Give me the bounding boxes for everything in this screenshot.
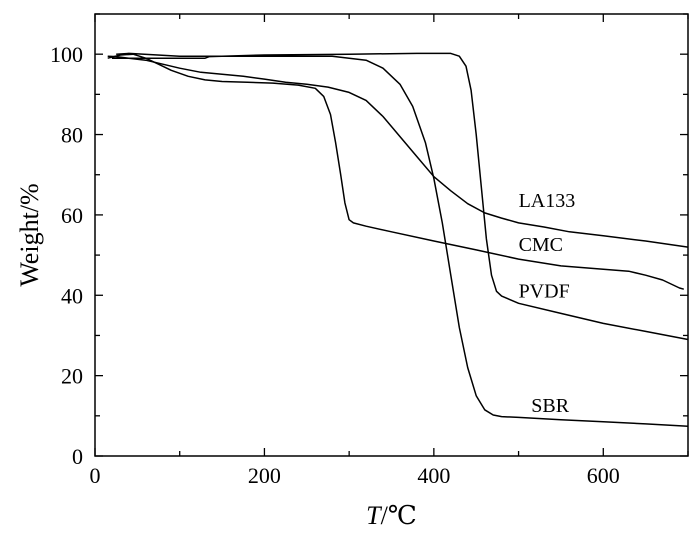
y-tick-label: 60 [61, 203, 83, 228]
y-tick-label: 0 [72, 444, 83, 469]
series-line-la133 [107, 55, 689, 248]
series-line-pvdf [111, 52, 689, 341]
series-layer: LA133 CMC PVDF SBR [107, 52, 689, 428]
series-label-cmc: CMC [519, 234, 563, 256]
x-axis-label: T/℃ [366, 501, 417, 530]
x-tick-label: 600 [587, 463, 620, 488]
y-tick-label: 40 [61, 283, 83, 308]
plot-frame [94, 13, 689, 457]
x-tick-label: 400 [417, 463, 450, 488]
x-axis-variable: T [366, 501, 382, 530]
x-tick-label: 0 [90, 463, 101, 488]
y-tick-label: 80 [61, 123, 83, 148]
y-tick-label: 20 [61, 364, 83, 389]
x-axis-unit: /℃ [381, 501, 417, 530]
series-label-pvdf: PVDF [519, 280, 570, 302]
series-label-la133: LA133 [519, 190, 576, 212]
series-line-cmc [107, 53, 685, 290]
x-tick-label: 200 [248, 463, 281, 488]
y-axis-label: Weight/% [15, 183, 44, 286]
series-label-sbr: SBR [531, 395, 569, 417]
y-tick-label: 100 [50, 42, 83, 67]
plot-area [94, 13, 689, 457]
axis-layer: 0 200 400 600 0 20 40 60 80 100 [50, 13, 689, 488]
series-line-sbr [116, 52, 689, 428]
